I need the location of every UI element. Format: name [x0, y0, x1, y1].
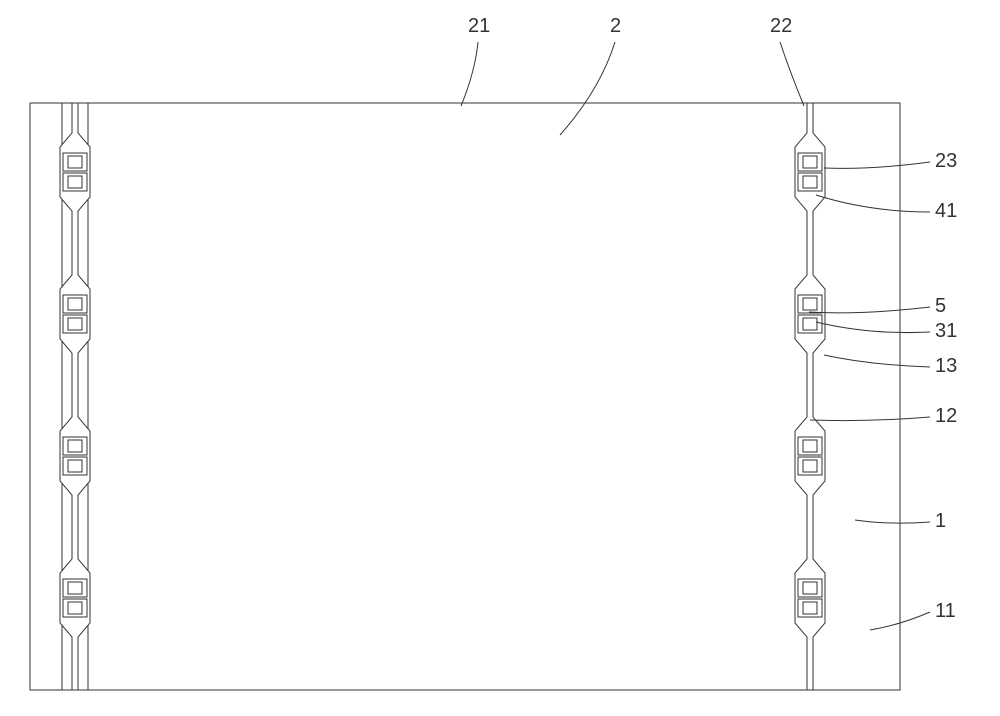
leader-lines: [461, 42, 930, 630]
label-31: 31: [935, 320, 957, 343]
label-2: 2: [610, 15, 621, 38]
label-11: 11: [935, 600, 956, 623]
leader-31: [816, 322, 930, 333]
label-22: 22: [770, 15, 792, 38]
leader-22: [780, 42, 804, 106]
label-21: 21: [468, 15, 490, 38]
label-41: 41: [935, 200, 957, 223]
label-12: 12: [935, 405, 957, 428]
right-pillar: [795, 103, 825, 690]
outer-panel: [30, 103, 900, 690]
leader-5: [809, 307, 930, 313]
leader-23: [824, 162, 930, 168]
leader-41: [816, 195, 930, 212]
label-5: 5: [935, 295, 946, 318]
engineering-diagram: 21 2 22 23 41 5 31 13 12 1 11: [0, 0, 1000, 716]
label-1: 1: [935, 510, 946, 533]
label-13: 13: [935, 355, 957, 378]
leader-21: [461, 42, 478, 106]
left-pillar: [60, 103, 90, 690]
diagram-svg: [0, 0, 1000, 716]
leader-12: [810, 417, 930, 421]
leader-1: [855, 520, 930, 523]
leader-13: [824, 355, 930, 367]
leader-2: [560, 42, 615, 135]
label-23: 23: [935, 150, 957, 173]
